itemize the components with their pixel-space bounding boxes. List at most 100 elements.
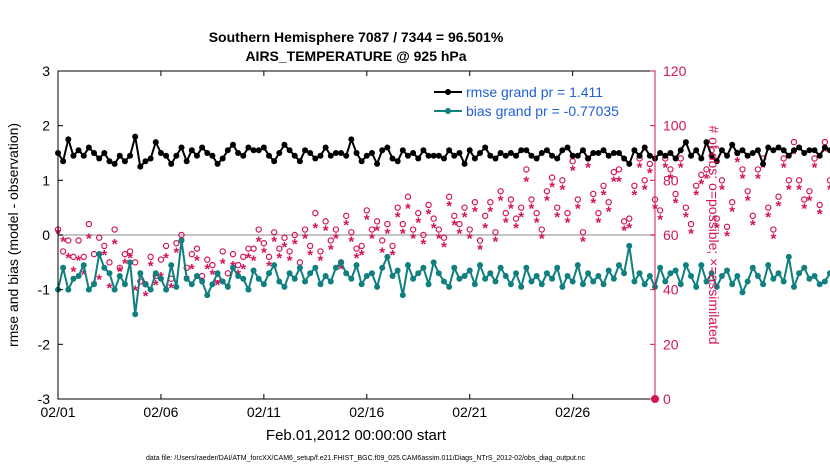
obs-possible-marker	[276, 245, 283, 252]
obs-assimilated-marker: *	[153, 277, 159, 294]
legend-box	[430, 80, 652, 124]
obs-assimilated-marker: *	[786, 182, 792, 199]
obs-assimilated-marker: *	[626, 220, 632, 237]
obs-possible-marker	[101, 242, 108, 250]
obs-possible-marker	[317, 248, 324, 255]
bias-point	[410, 275, 417, 282]
obs-possible-marker	[404, 193, 412, 200]
obs-possible-marker	[219, 248, 226, 255]
rmse-point	[106, 158, 113, 165]
bias-point	[708, 270, 715, 277]
obs-assimilated-marker: *	[240, 261, 246, 278]
obs-assimilated-marker: *	[328, 242, 334, 259]
obs-possible-marker	[415, 209, 422, 217]
obs-possible-marker	[306, 242, 314, 250]
bias-point	[245, 286, 252, 293]
rmse-point	[132, 133, 139, 140]
rmse-point	[327, 152, 334, 159]
bias-point	[657, 264, 664, 271]
obs-assimilated-marker: *	[734, 154, 740, 171]
bias-point	[682, 262, 689, 269]
rmse-point	[816, 152, 823, 159]
obs-assimilated-marker: *	[127, 250, 133, 267]
obs-assimilated-marker: *	[395, 209, 401, 226]
rmse-point	[533, 155, 540, 162]
bias-point	[466, 267, 473, 274]
rmse-point	[466, 147, 473, 154]
obs-possible-marker	[816, 201, 823, 209]
bias-point	[394, 267, 401, 274]
obs-assimilated-marker: *	[71, 264, 77, 281]
rmse-point	[271, 158, 278, 165]
obs-possible-marker	[564, 209, 571, 217]
rmse-point	[296, 158, 303, 165]
obs-assimilated-marker: *	[384, 225, 390, 242]
obs-possible-marker	[234, 261, 242, 269]
rmse-point	[91, 150, 98, 156]
obs-assimilated-marker: *	[539, 231, 545, 248]
rmse-point	[796, 144, 803, 151]
bias-point	[693, 283, 700, 290]
y-tick-label-left: 2	[42, 118, 50, 134]
bias-point	[338, 259, 345, 266]
bias-point	[183, 275, 190, 282]
rmse-point	[368, 150, 375, 156]
rmse-point	[569, 152, 576, 159]
rmse-point	[518, 147, 525, 154]
obs-assimilated-marker: *	[822, 143, 828, 160]
bias-point	[173, 283, 180, 290]
rmse-point	[734, 150, 741, 156]
rmse-point	[724, 152, 731, 159]
bias-point	[677, 281, 684, 288]
obs-possible-marker	[692, 182, 700, 189]
obs-assimilated-marker: *	[508, 201, 514, 218]
obs-possible-marker	[425, 201, 432, 209]
bias-point	[590, 278, 597, 285]
obs-possible-marker	[440, 234, 448, 241]
obs-assimilated-marker: *	[204, 261, 210, 278]
obs-possible-marker	[770, 226, 777, 233]
obs-assimilated-marker: *	[554, 209, 560, 226]
obs-possible-marker	[744, 188, 751, 195]
x-tick-label: 02/21	[452, 404, 487, 420]
bias-point	[574, 262, 581, 269]
obs-assimilated-marker: *	[107, 280, 113, 297]
obs-assimilated-marker: *	[348, 233, 354, 250]
bias-point	[585, 270, 592, 277]
rmse-point	[636, 152, 643, 159]
plot-area: * *********** * ********** * * *** ** **********…	[38, 63, 830, 420]
bias-point	[348, 275, 355, 282]
obs-possible-marker	[70, 253, 77, 261]
bias-point	[471, 281, 478, 288]
rmse-point	[543, 147, 550, 154]
rmse-point	[75, 147, 82, 154]
rmse-point	[600, 147, 607, 154]
rmse-point	[157, 150, 164, 156]
bias-point	[65, 286, 72, 293]
obs-possible-marker	[790, 138, 798, 146]
bias-point	[765, 262, 772, 269]
bias-point	[91, 281, 98, 288]
bias-point	[610, 275, 617, 282]
obs-assimilated-marker: *	[683, 209, 689, 226]
bias-point	[821, 278, 828, 285]
obs-assimilated-marker: *	[657, 212, 663, 229]
rmse-point	[826, 147, 830, 154]
obs-possible-marker	[363, 207, 370, 214]
bias-point	[718, 273, 725, 279]
y-tick-label-right: 60	[663, 227, 679, 243]
chart-title: Southern Hemisphere 7087 / 7344 = 96.501…	[209, 29, 504, 45]
obs-assimilated-marker: *	[333, 231, 339, 248]
obs-possible-marker	[291, 231, 298, 239]
x-tick-label: 02/11	[247, 404, 281, 420]
obs-possible-marker	[368, 226, 376, 233]
rmse-point	[384, 144, 391, 151]
bias-point	[260, 281, 267, 288]
bias-point	[595, 273, 602, 279]
rmse-point	[528, 152, 535, 159]
bias-point	[775, 270, 782, 277]
rmse-point	[425, 152, 432, 159]
bias-point	[569, 278, 576, 285]
obs-possible-marker	[687, 220, 695, 228]
